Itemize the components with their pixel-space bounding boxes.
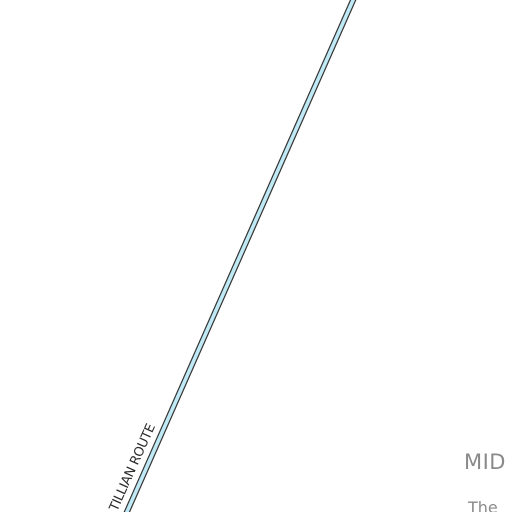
region-description: The [468, 498, 498, 512]
region-label: MID [464, 450, 506, 474]
route-line[interactable] [123, 0, 357, 512]
route-fill [124, 0, 356, 512]
